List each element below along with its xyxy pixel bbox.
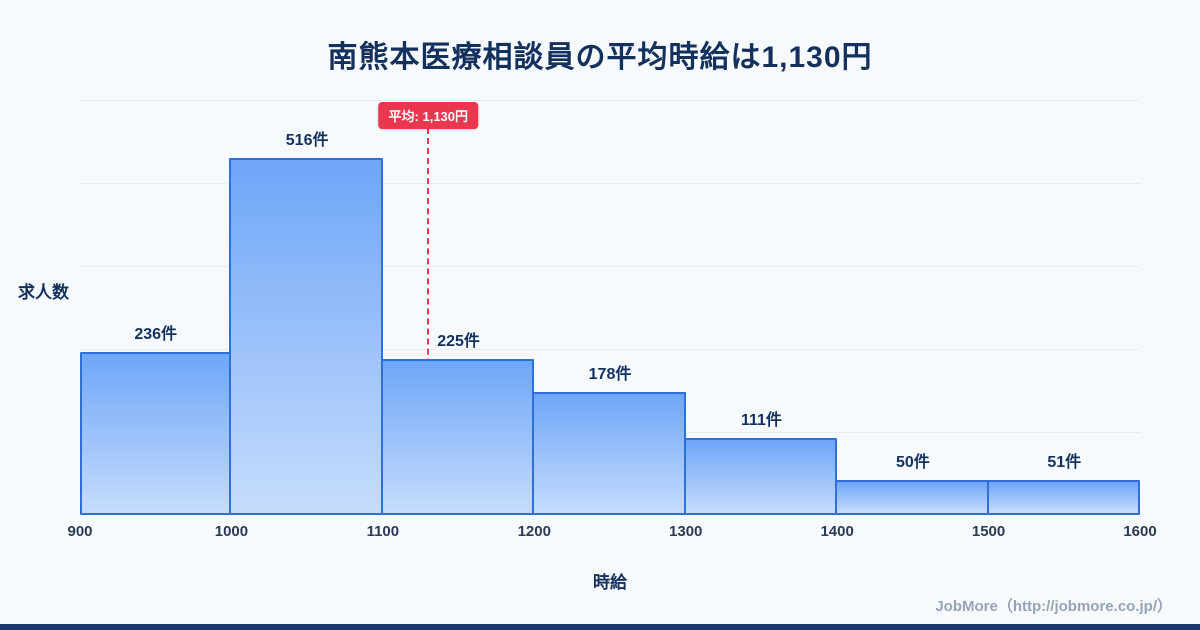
bar-value-label: 51件: [1047, 454, 1082, 471]
plot-area: 平均: 1,130円 236件 516件 225件 178件 111件 50件 51件 900…: [67, 100, 1157, 540]
histogram-bar: [532, 392, 686, 515]
x-tick-label: 1600: [1123, 523, 1157, 540]
footer-credit: JobMore（http://jobmore.co.jp/）: [935, 598, 1172, 615]
x-axis-label: 時給: [593, 573, 627, 592]
bar-value-label: 516件: [285, 132, 329, 149]
bar-value-label: 225件: [437, 333, 480, 350]
x-tick-label: 1500: [971, 523, 1006, 540]
x-tick-label: 1100: [366, 523, 400, 540]
bar-value-label: 236件: [134, 326, 178, 343]
chart-title: 南熊本医療相談員の平均時給は1,130円: [327, 41, 873, 74]
x-tick-label: 900: [67, 523, 93, 540]
bar-value-label: 50件: [895, 454, 930, 471]
histogram-bar: [80, 352, 232, 515]
histogram-bar: [380, 359, 535, 515]
average-badge: 平均: 1,130円: [378, 102, 479, 129]
bar-value-label: 178件: [588, 366, 632, 383]
y-axis-label: 求人数: [18, 283, 69, 302]
x-tick-label: 1400: [820, 523, 854, 540]
histogram-bar: [835, 480, 989, 515]
histogram-bar: [683, 438, 838, 515]
x-tick-label: 1000: [214, 523, 249, 540]
bottom-accent-bar: [0, 624, 1200, 630]
histogram-bar: [986, 480, 1140, 515]
x-tick-label: 1200: [517, 523, 551, 540]
bar-value-label: 111件: [740, 412, 782, 429]
histogram-bar: [229, 158, 383, 515]
x-tick-label: 1300: [669, 523, 703, 540]
average-line: [427, 128, 430, 515]
